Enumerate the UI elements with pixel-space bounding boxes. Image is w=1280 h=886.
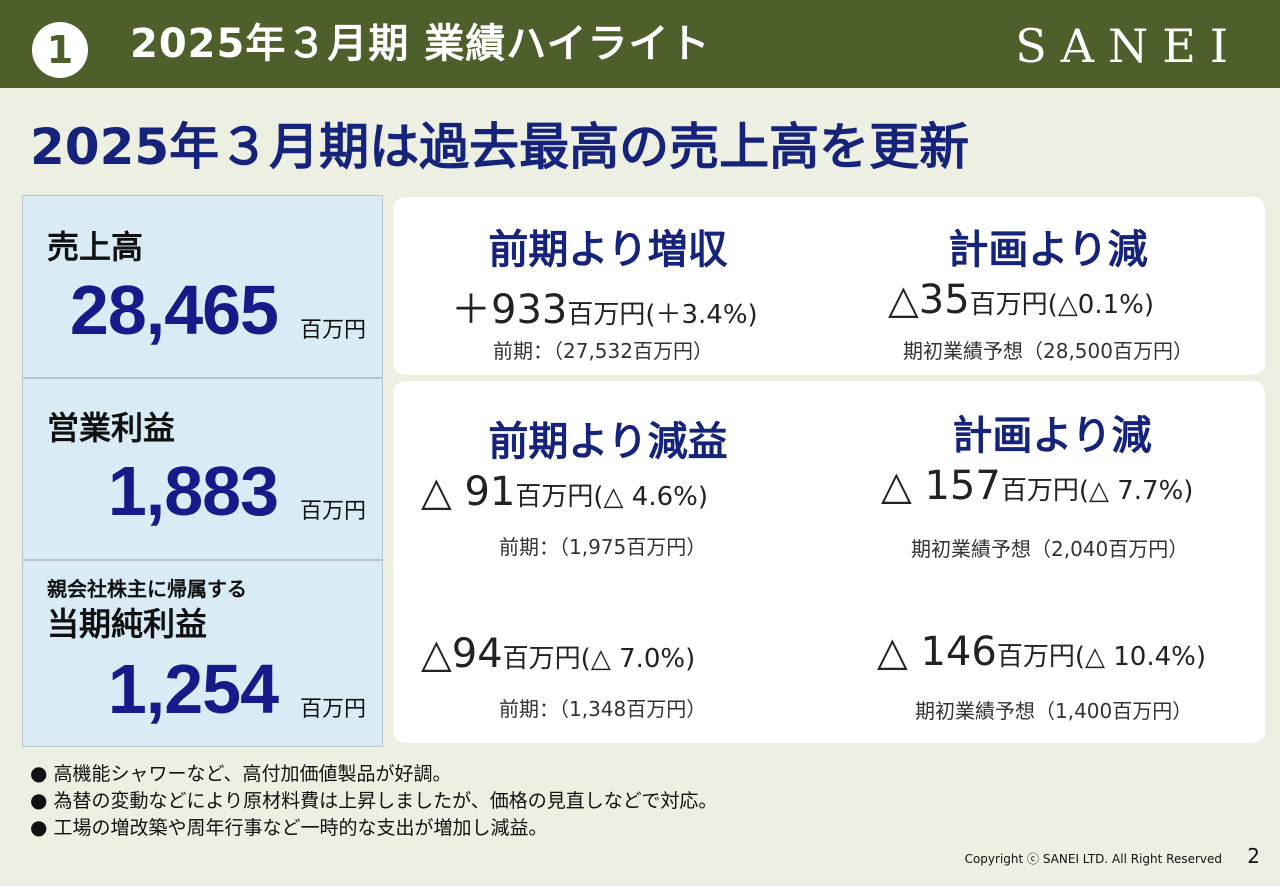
diff-number: △94 xyxy=(421,631,503,677)
metric-unit: 百万円 xyxy=(299,697,366,722)
page-headline: 2025年３月期は過去最高の売上高を更新 xyxy=(30,118,970,176)
metric-net-income: 親会社株主に帰属する 当期純利益 1,254 百万円 xyxy=(23,561,382,746)
company-logo: SANEI xyxy=(1015,19,1242,73)
metric-operating-profit: 営業利益 1,883 百万円 xyxy=(23,377,382,561)
bullet-dot-icon: ● xyxy=(30,815,48,839)
diff-number: △ 146 xyxy=(877,629,997,675)
header-bar: 1 2025年３月期 業績ハイライト SANEI xyxy=(0,0,1280,88)
bullet-item: ● 工場の増改築や周年行事など一時的な支出が増加し減益。 xyxy=(30,814,717,841)
diff-number: ＋933 xyxy=(451,287,568,333)
sales-yoy-heading: 前期より増収 xyxy=(488,227,728,273)
profit-comparison-card: 前期より減益 △ 91百万円(△ 4.6%) 前期：（1,975百万円） 計画よ… xyxy=(393,381,1265,743)
metric-label: 当期純利益 xyxy=(47,605,208,643)
metric-label: 営業利益 xyxy=(47,409,176,447)
metric-label: 売上高 xyxy=(47,228,144,266)
bullet-text: 為替の変動などにより原材料費は上昇しましたが、価格の見直しなどで対応。 xyxy=(53,790,718,812)
metric-unit: 百万円 xyxy=(299,499,366,524)
diff-unit: 百万円(＋3.4%) xyxy=(567,300,758,330)
operating-plan-diff: △ 157百万円(△ 7.7%) xyxy=(881,463,1193,509)
diff-unit: 百万円(△ 4.6%) xyxy=(515,482,708,512)
bullet-item: ● 為替の変動などにより原材料費は上昇しましたが、価格の見直しなどで対応。 xyxy=(30,787,717,814)
diff-unit: 百万円(△ 10.4%) xyxy=(996,642,1206,672)
operating-plan-note: 期初業績予想（2,040百万円） xyxy=(911,537,1189,561)
metric-value: 28,465 xyxy=(69,271,279,349)
bullet-text: 高機能シャワーなど、高付加価値製品が好調。 xyxy=(53,763,452,785)
metric-sublabel: 親会社株主に帰属する xyxy=(47,577,247,601)
operating-yoy-heading: 前期より減益 xyxy=(488,419,728,465)
sales-yoy-diff: ＋933百万円(＋3.4%) xyxy=(451,277,758,335)
sales-yoy-note: 前期：（27,532百万円） xyxy=(493,339,713,363)
sales-plan-diff: △35百万円(△0.1%) xyxy=(888,277,1154,323)
sales-plan-note: 期初業績予想（28,500百万円） xyxy=(903,339,1193,363)
metric-sales: 売上高 28,465 百万円 xyxy=(23,196,382,379)
net-plan-note: 期初業績予想（1,400百万円） xyxy=(915,699,1193,723)
copyright-text: Copyright ⓒ SANEI LTD. All Right Reserve… xyxy=(964,852,1222,866)
diff-unit: 百万円(△ 7.0%) xyxy=(502,644,696,674)
net-plan-diff: △ 146百万円(△ 10.4%) xyxy=(877,629,1206,675)
sales-comparison-card: 前期より増収 ＋933百万円(＋3.4%) 前期：（27,532百万円） 計画よ… xyxy=(393,197,1265,375)
diff-unit: 百万円(△0.1%) xyxy=(969,290,1155,320)
operating-yoy-diff: △ 91百万円(△ 4.6%) xyxy=(421,469,708,515)
metric-value: 1,883 xyxy=(107,452,279,530)
bullet-text: 工場の増改築や周年行事など一時的な支出が増加し減益。 xyxy=(53,817,548,839)
diff-number: △ 157 xyxy=(881,463,1001,509)
net-yoy-note: 前期：（1,348百万円） xyxy=(499,697,707,721)
header-title: 2025年３月期 業績ハイライト xyxy=(130,21,711,67)
diff-number: △35 xyxy=(888,277,970,323)
metric-unit: 百万円 xyxy=(299,318,366,343)
operating-plan-heading: 計画より減 xyxy=(952,413,1152,459)
diff-number: △ 91 xyxy=(421,469,516,515)
operating-yoy-note: 前期：（1,975百万円） xyxy=(499,535,707,559)
page-number: 2 xyxy=(1247,844,1260,868)
section-number-badge: 1 xyxy=(32,22,88,78)
bullet-dot-icon: ● xyxy=(30,788,48,812)
net-yoy-diff: △94百万円(△ 7.0%) xyxy=(421,631,695,677)
metric-value: 1,254 xyxy=(107,650,279,728)
metrics-panel: 売上高 28,465 百万円 営業利益 1,883 百万円 親会社株主に帰属する… xyxy=(22,195,383,747)
sales-plan-heading: 計画より減 xyxy=(948,227,1148,273)
bullet-notes: ● 高機能シャワーなど、高付加価値製品が好調。 ● 為替の変動などにより原材料費は上… xyxy=(30,760,717,841)
diff-unit: 百万円(△ 7.7%) xyxy=(1000,476,1194,506)
bullet-dot-icon: ● xyxy=(30,761,48,785)
bullet-item: ● 高機能シャワーなど、高付加価値製品が好調。 xyxy=(30,760,717,787)
